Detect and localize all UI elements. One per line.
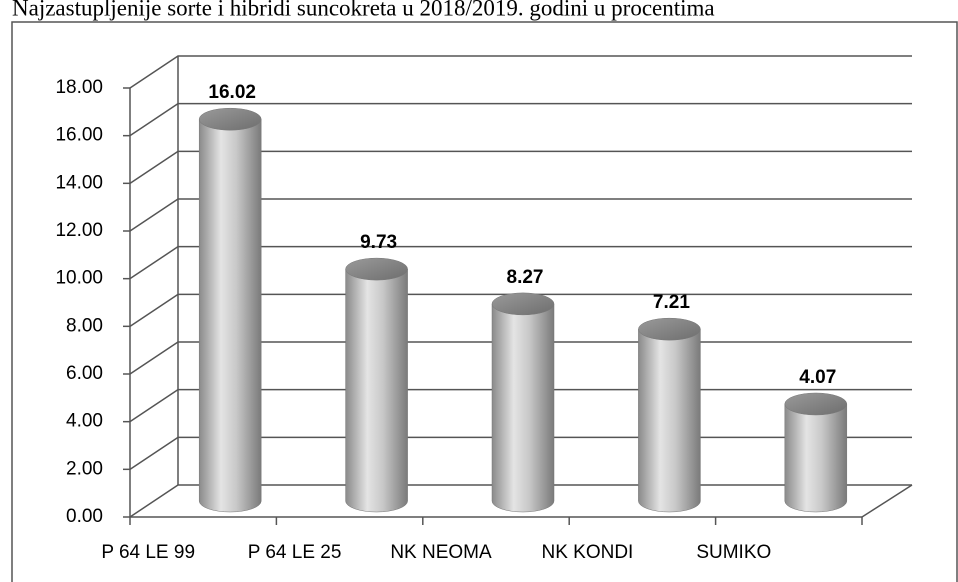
grid-line [129,245,912,280]
data-label: 9.73 [360,232,397,253]
bar-top [198,107,262,131]
grid-line [129,150,912,184]
data-label: 8.27 [507,267,544,288]
bar-top [784,392,848,416]
data-label: 4.07 [799,367,836,388]
floor [861,484,913,518]
y-tick-label: 4.00 [66,411,103,432]
grid-line [129,102,912,137]
bar [784,403,848,513]
x-tick-label: P 64 LE 99 [101,542,195,563]
y-tick-label: 10.00 [55,268,103,289]
grid-line [129,293,912,327]
bar-top [491,292,555,316]
x-tick-label: NK NEOMA [390,542,492,563]
y-tick-label: 2.00 [66,458,103,479]
data-label: 16.02 [208,82,256,103]
y-tick-label: 8.00 [66,315,103,336]
x-tick-label: NK KONDI [541,542,633,563]
data-label: 7.21 [653,292,690,313]
y-tick-label: 18.00 [55,77,103,98]
bar [638,328,701,513]
y-tick-label: 14.00 [55,172,103,193]
x-tick-label: SUMIKO [696,542,771,563]
chart-border [11,21,958,582]
chart-title: Najzastupljenije sorte i hibridi suncokr… [12,0,715,20]
bar-top [345,257,408,281]
y-tick-label: 16.00 [55,125,103,146]
y-tick-label: 0.00 [66,506,103,527]
y-tick-label: 6.00 [66,363,103,384]
grid-line [129,198,912,232]
x-tick-label: P 64 LE 25 [248,542,342,563]
bar [198,118,262,513]
grid-line [129,55,912,89]
bar-top [638,317,701,341]
bar [345,268,408,513]
bar [491,303,555,513]
y-tick-label: 12.00 [55,220,103,241]
